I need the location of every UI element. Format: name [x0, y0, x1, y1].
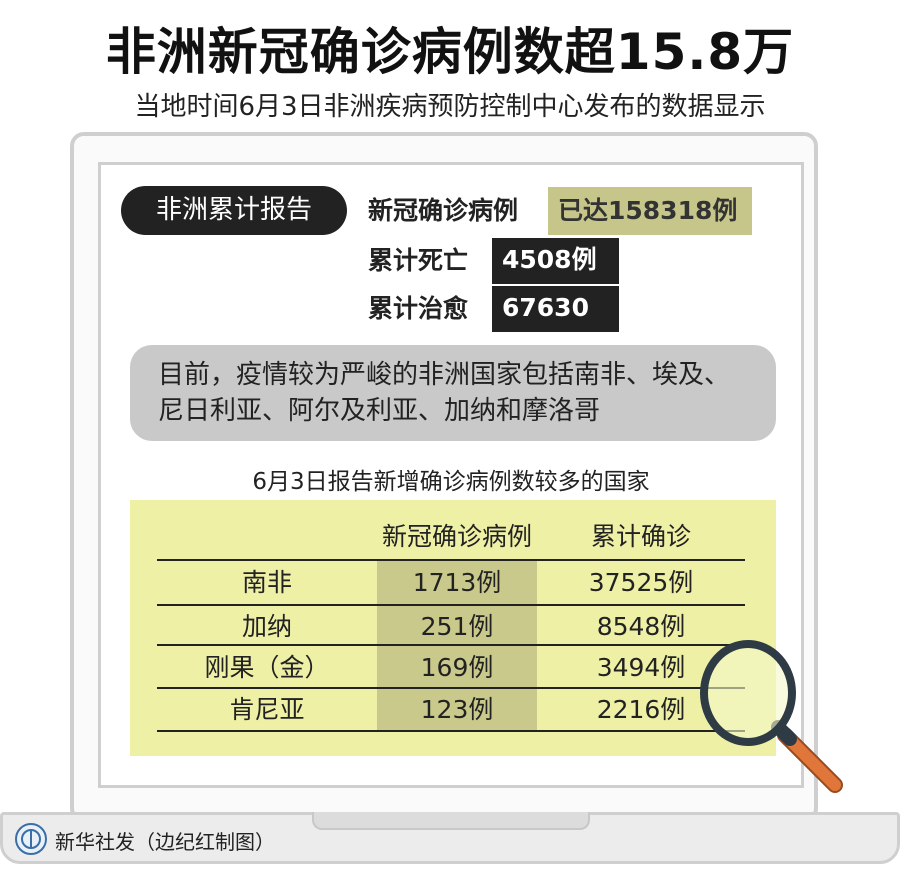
- row-country: 肯尼亚: [229, 695, 305, 724]
- confirmed-value: 已达158318例: [548, 187, 752, 235]
- divider: [157, 687, 745, 689]
- row-new: 169例: [420, 653, 494, 682]
- header-total-cases: 累计确诊: [590, 522, 691, 551]
- row-country: 刚果（金）: [204, 653, 330, 682]
- magnifier-icon: [700, 640, 843, 793]
- divider: [157, 604, 745, 606]
- deaths-label: 累计死亡: [368, 246, 469, 275]
- summary-badge: 非洲累计报告: [121, 186, 347, 235]
- row-new: 1713例: [412, 568, 502, 597]
- row-country: 南非: [241, 568, 292, 597]
- table-title: 6月3日报告新增确诊病例数较多的国家: [252, 469, 650, 495]
- row-country: 加纳: [241, 612, 292, 641]
- laptop-notch: [312, 812, 590, 830]
- deaths-value: 4508例: [492, 238, 619, 284]
- divider: [157, 644, 745, 646]
- page-subtitle: 当地时间6月3日非洲疾病预防控制中心发布的数据显示: [134, 92, 766, 122]
- row-total: 8548例: [596, 612, 686, 641]
- recovered-label: 累计治愈: [368, 294, 469, 323]
- note-box: 目前，疫情较为严峻的非洲国家包括南非、埃及、尼日利亚、阿尔及利亚、加纳和摩洛哥: [130, 345, 776, 441]
- page-title: 非洲新冠确诊病例数超15.8万: [105, 23, 795, 81]
- recovered-value: 67630例: [492, 286, 619, 366]
- divider: [157, 559, 745, 561]
- credit-text: 新华社发（边纪红制图）: [55, 830, 275, 854]
- divider: [157, 730, 745, 732]
- row-total: 37525例: [588, 568, 694, 597]
- row-new: 123例: [420, 695, 494, 724]
- header-new-cases: 新冠确诊病例: [381, 522, 532, 551]
- row-new: 251例: [420, 612, 494, 641]
- row-total: 2216例: [596, 695, 686, 724]
- confirmed-label: 新冠确诊病例: [368, 196, 519, 225]
- row-total: 3494例: [596, 653, 686, 682]
- xinhua-logo: [15, 823, 47, 855]
